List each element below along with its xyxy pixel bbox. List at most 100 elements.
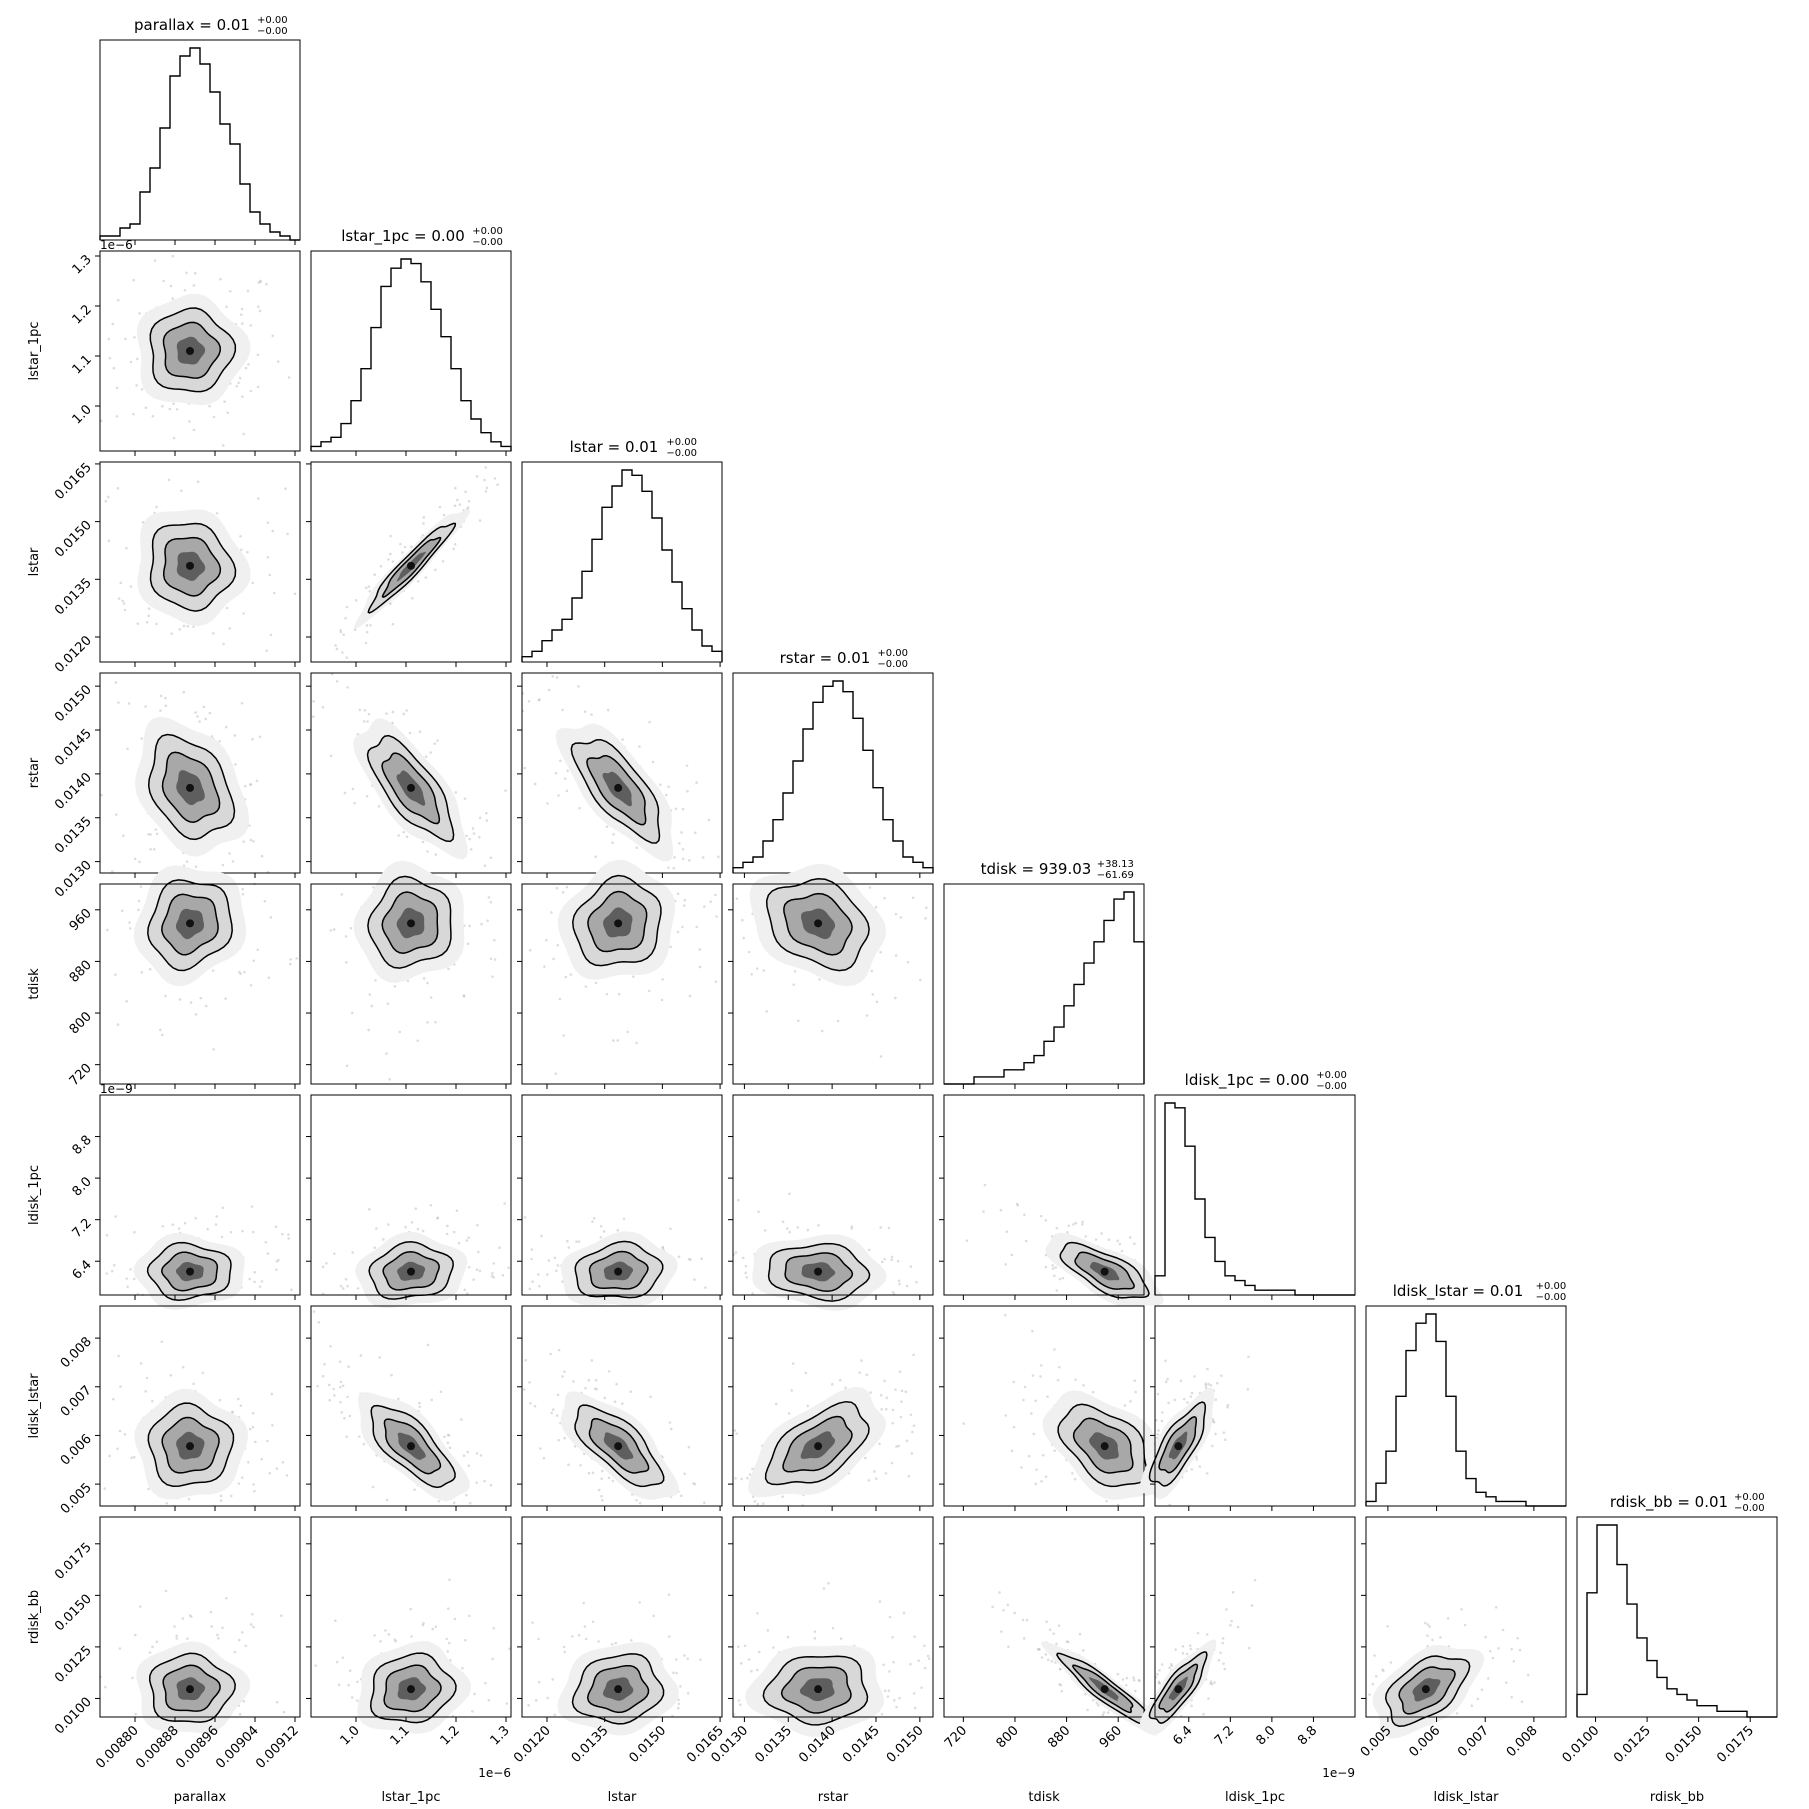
sample-point bbox=[1036, 1647, 1040, 1651]
sample-point bbox=[669, 945, 672, 949]
sample-point bbox=[1027, 1454, 1031, 1458]
sample-point bbox=[149, 833, 152, 836]
sample-point bbox=[491, 1657, 494, 1661]
density-peak bbox=[186, 347, 194, 355]
title-sub-rstar: −0.00 bbox=[877, 659, 908, 670]
sample-point bbox=[251, 737, 254, 741]
sample-point bbox=[466, 1450, 469, 1454]
sample-point bbox=[351, 1251, 354, 1254]
sample-point bbox=[592, 1216, 596, 1220]
sample-point bbox=[543, 965, 546, 968]
sample-point bbox=[155, 832, 159, 836]
y-tick-label: 0.0165 bbox=[52, 460, 95, 503]
sample-point bbox=[699, 1658, 702, 1661]
sample-point bbox=[491, 975, 494, 978]
sample-point bbox=[373, 1246, 377, 1250]
sample-point bbox=[465, 834, 468, 838]
sample-point bbox=[144, 705, 147, 708]
sample-point bbox=[622, 1217, 626, 1221]
sample-point bbox=[455, 498, 459, 502]
sample-point bbox=[737, 1699, 741, 1702]
sample-point bbox=[211, 969, 215, 972]
y-tick-label: 0.0100 bbox=[52, 1695, 95, 1738]
panel-frame bbox=[99, 461, 301, 663]
sample-point bbox=[186, 1637, 189, 1640]
sample-point bbox=[1210, 1682, 1214, 1686]
sample-point bbox=[607, 1370, 611, 1373]
sample-point bbox=[439, 1390, 443, 1394]
sample-point bbox=[1060, 1689, 1064, 1693]
sample-point bbox=[550, 911, 553, 914]
sample-point bbox=[194, 1013, 198, 1016]
sample-point bbox=[344, 961, 348, 964]
sample-point bbox=[147, 1487, 150, 1491]
sample-point bbox=[332, 928, 336, 931]
sample-point bbox=[455, 1209, 459, 1213]
sample-point bbox=[1039, 1364, 1043, 1367]
sample-point bbox=[626, 1030, 630, 1034]
sample-point bbox=[648, 720, 651, 724]
sample-point bbox=[534, 1699, 538, 1702]
sample-point bbox=[467, 1236, 470, 1240]
y-tick-label: 960 bbox=[67, 906, 95, 934]
panel-tdisk-vs-lstar bbox=[517, 859, 723, 1089]
panel-frame bbox=[521, 1094, 723, 1296]
sample-point bbox=[1129, 1400, 1132, 1403]
sample-point bbox=[341, 1656, 345, 1659]
sample-point bbox=[107, 495, 110, 499]
density-peak bbox=[186, 1267, 194, 1276]
sample-point bbox=[275, 1260, 279, 1263]
panel-rdisk_bb-vs-lstar_1pc: 1.0 1.1 1.2 1.3 bbox=[306, 1516, 513, 1748]
sample-point bbox=[344, 935, 348, 938]
sample-point bbox=[241, 322, 244, 325]
sample-point bbox=[173, 1625, 176, 1628]
sample-point bbox=[667, 785, 670, 789]
sample-point bbox=[599, 1224, 603, 1228]
sample-point bbox=[561, 891, 565, 894]
sample-point bbox=[533, 782, 537, 786]
sample-point bbox=[600, 1469, 604, 1473]
sample-point bbox=[717, 855, 720, 859]
sample-point bbox=[498, 1246, 501, 1250]
sample-point bbox=[159, 1028, 162, 1032]
sample-point bbox=[887, 1226, 891, 1230]
sample-point bbox=[356, 1680, 359, 1684]
sample-point bbox=[215, 1215, 219, 1218]
panel-frame bbox=[732, 1094, 934, 1296]
sample-point bbox=[559, 759, 562, 763]
sample-point bbox=[189, 1615, 193, 1618]
sample-point bbox=[1133, 1379, 1137, 1382]
sample-point bbox=[363, 708, 367, 712]
sample-point bbox=[1041, 1453, 1045, 1457]
sample-point bbox=[1484, 1635, 1487, 1639]
sample-point bbox=[503, 1202, 506, 1205]
sample-point bbox=[223, 400, 226, 404]
density-peak bbox=[614, 1442, 623, 1451]
sample-point bbox=[831, 1626, 835, 1630]
sample-point bbox=[468, 924, 471, 928]
sample-point bbox=[117, 1354, 120, 1358]
sample-point bbox=[159, 709, 162, 712]
sample-point bbox=[1118, 1242, 1122, 1246]
panel-frame bbox=[1154, 1094, 1356, 1296]
sample-point bbox=[225, 305, 228, 309]
sample-point bbox=[492, 1262, 496, 1265]
sample-point bbox=[892, 1698, 896, 1702]
sample-point bbox=[181, 1617, 185, 1620]
sample-point bbox=[268, 1471, 272, 1475]
sample-point bbox=[1494, 1605, 1498, 1609]
sample-point bbox=[384, 1629, 387, 1632]
sample-point bbox=[1157, 1429, 1160, 1432]
sample-point bbox=[635, 1041, 638, 1045]
sample-point bbox=[791, 1362, 795, 1365]
sample-point bbox=[1003, 1313, 1007, 1317]
x-tick-label: 6.4 bbox=[1170, 1723, 1195, 1748]
sample-point bbox=[382, 1238, 385, 1241]
sample-point bbox=[678, 842, 681, 845]
sample-point bbox=[386, 1002, 390, 1005]
sample-point bbox=[225, 606, 229, 610]
panel-frame bbox=[1154, 1516, 1356, 1718]
sample-point bbox=[212, 1048, 215, 1051]
sample-point bbox=[880, 1712, 884, 1716]
sample-point bbox=[982, 1210, 985, 1213]
